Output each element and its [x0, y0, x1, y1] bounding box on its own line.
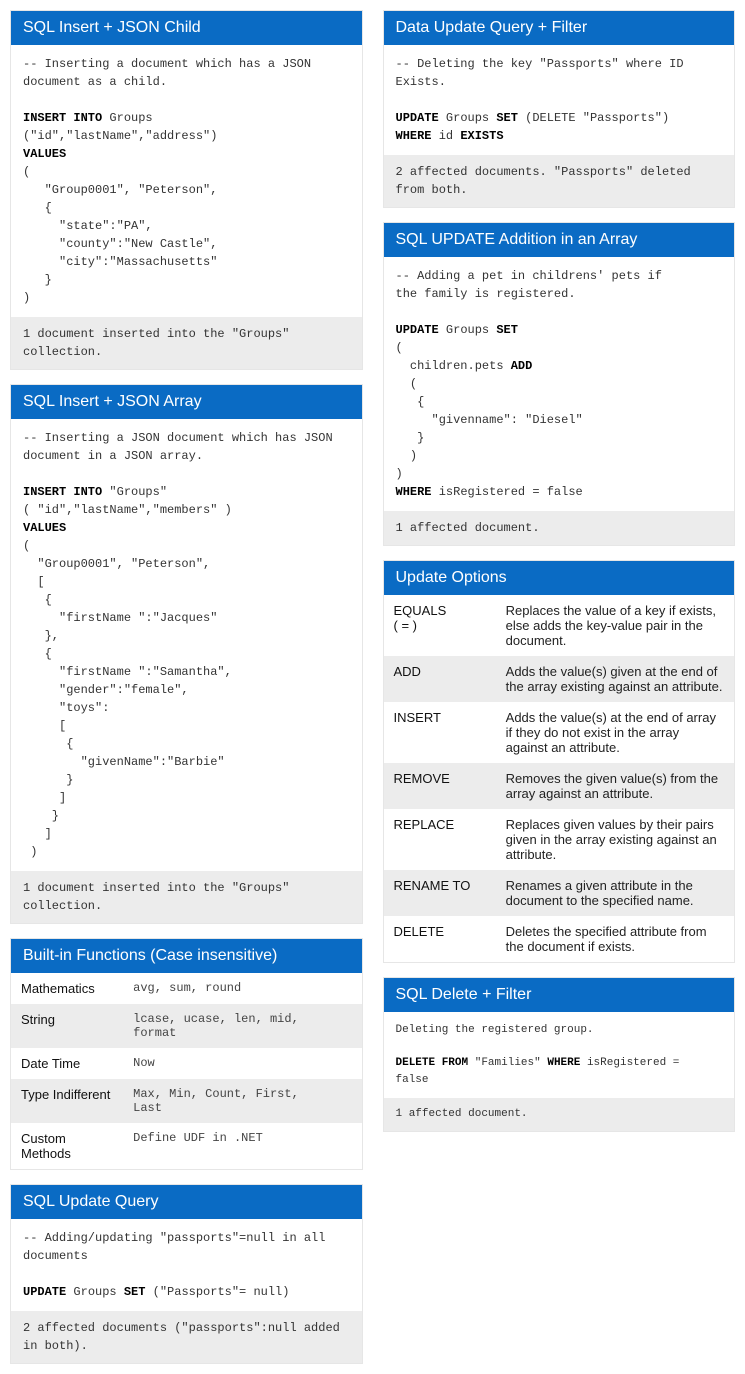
row-value: Renames a given attribute in the documen… [496, 870, 734, 916]
code-block: -- Inserting a JSON document which has J… [11, 419, 362, 871]
row-key: REPLACE [384, 809, 496, 870]
row-value: Now [123, 1048, 361, 1079]
result-block: 1 affected document. [384, 511, 735, 545]
table-row: Type IndifferentMax, Min, Count, First, … [11, 1079, 362, 1123]
row-value: avg, sum, round [123, 973, 361, 1004]
code-block: -- Deleting the key "Passports" where ID… [384, 45, 735, 155]
table-row: REPLACEReplaces given values by their pa… [384, 809, 735, 870]
table-row: ADDAdds the value(s) given at the end of… [384, 656, 735, 702]
result-block: 2 affected documents ("passports":null a… [11, 1311, 362, 1363]
functions-table: Mathematicsavg, sum, roundStringlcase, u… [11, 973, 362, 1169]
left-column: SQL Insert + JSON Child -- Inserting a d… [10, 10, 363, 1364]
card-title: Built-in Functions (Case insensitive) [11, 939, 362, 973]
row-value: Max, Min, Count, First, Last [123, 1079, 361, 1123]
table-row: DELETEDeletes the specified attribute fr… [384, 916, 735, 962]
row-key: ADD [384, 656, 496, 702]
row-key: EQUALS ( = ) [384, 595, 496, 656]
result-block: 1 document inserted into the "Groups" co… [11, 871, 362, 923]
row-value: Deletes the specified attribute from the… [496, 916, 734, 962]
row-value: Replaces the value of a key if exists, e… [496, 595, 734, 656]
row-value: Replaces given values by their pairs giv… [496, 809, 734, 870]
card-sql-insert-json-array: SQL Insert + JSON Array -- Inserting a J… [10, 384, 363, 924]
table-row: Custom MethodsDefine UDF in .NET [11, 1123, 362, 1169]
result-block: 2 affected documents. "Passports" delete… [384, 155, 735, 207]
row-value: Removes the given value(s) from the arra… [496, 763, 734, 809]
card-sql-update-query: SQL Update Query -- Adding/updating "pas… [10, 1184, 363, 1364]
card-title: SQL Update Query [11, 1185, 362, 1219]
card-title: SQL Delete + Filter [384, 978, 735, 1012]
card-update-options: Update Options EQUALS ( = )Replaces the … [383, 560, 736, 963]
card-builtin-functions: Built-in Functions (Case insensitive) Ma… [10, 938, 363, 1170]
table-row: Date TimeNow [11, 1048, 362, 1079]
result-block: 1 affected document. [384, 1098, 735, 1131]
card-sql-delete-filter: SQL Delete + Filter Deleting the registe… [383, 977, 736, 1132]
card-title: SQL Insert + JSON Array [11, 385, 362, 419]
row-value: Adds the value(s) given at the end of th… [496, 656, 734, 702]
row-key: Date Time [11, 1048, 123, 1079]
card-title: Data Update Query + Filter [384, 11, 735, 45]
result-block: 1 document inserted into the "Groups" co… [11, 317, 362, 369]
table-row: REMOVERemoves the given value(s) from th… [384, 763, 735, 809]
row-key: RENAME TO [384, 870, 496, 916]
card-data-update-filter: Data Update Query + Filter -- Deleting t… [383, 10, 736, 208]
card-sql-insert-json-child: SQL Insert + JSON Child -- Inserting a d… [10, 10, 363, 370]
row-key: INSERT [384, 702, 496, 763]
right-column: Data Update Query + Filter -- Deleting t… [383, 10, 736, 1364]
row-key: Custom Methods [11, 1123, 123, 1169]
table-row: INSERTAdds the value(s) at the end of ar… [384, 702, 735, 763]
options-table: EQUALS ( = )Replaces the value of a key … [384, 595, 735, 962]
row-value: Define UDF in .NET [123, 1123, 361, 1169]
table-row: Stringlcase, ucase, len, mid, format [11, 1004, 362, 1048]
row-value: Adds the value(s) at the end of array if… [496, 702, 734, 763]
code-block: -- Inserting a document which has a JSON… [11, 45, 362, 317]
table-row: RENAME TORenames a given attribute in th… [384, 870, 735, 916]
row-key: DELETE [384, 916, 496, 962]
row-key: Mathematics [11, 973, 123, 1004]
code-block: -- Adding/updating "passports"=null in a… [11, 1219, 362, 1311]
row-key: Type Indifferent [11, 1079, 123, 1123]
card-title: SQL Insert + JSON Child [11, 11, 362, 45]
table-row: EQUALS ( = )Replaces the value of a key … [384, 595, 735, 656]
row-value: lcase, ucase, len, mid, format [123, 1004, 361, 1048]
card-title: Update Options [384, 561, 735, 595]
code-block: Deleting the registered group. DELETE FR… [384, 1012, 735, 1098]
card-sql-update-addition-array: SQL UPDATE Addition in an Array -- Addin… [383, 222, 736, 546]
table-row: Mathematicsavg, sum, round [11, 973, 362, 1004]
row-key: String [11, 1004, 123, 1048]
row-key: REMOVE [384, 763, 496, 809]
card-title: SQL UPDATE Addition in an Array [384, 223, 735, 257]
code-block: -- Adding a pet in childrens' pets if th… [384, 257, 735, 511]
